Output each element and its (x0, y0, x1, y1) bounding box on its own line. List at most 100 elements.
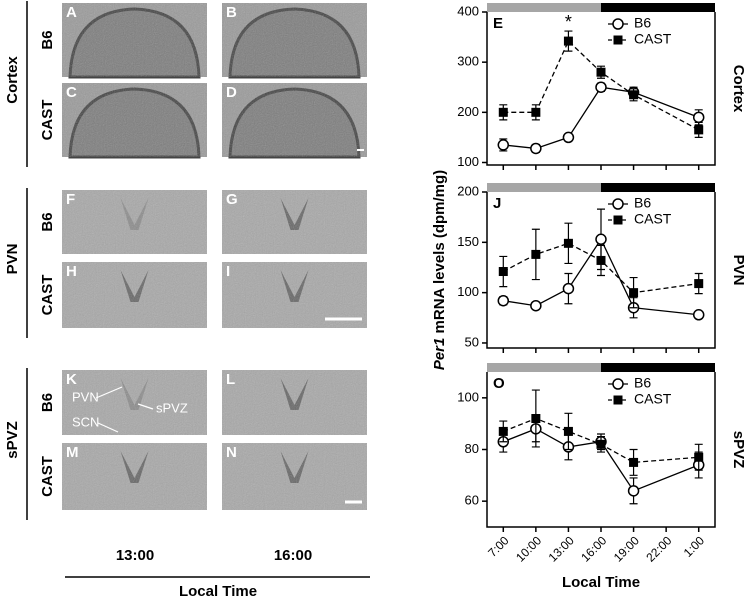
series-line (503, 428, 699, 492)
panel-letter: H (66, 263, 77, 280)
panel-letter: C (66, 84, 77, 101)
marker (596, 439, 606, 449)
image-noise (222, 262, 367, 328)
marker (497, 139, 510, 151)
series-line (503, 417, 699, 464)
series-line (503, 39, 700, 131)
y-tick-label: 100 (457, 154, 479, 169)
region-label: sPVZ (730, 431, 747, 469)
marker (498, 107, 508, 117)
marker (627, 485, 640, 497)
x-tick-label: 1:00 (681, 533, 708, 560)
dark-phase (601, 3, 715, 12)
panel-letter: M (66, 444, 79, 461)
marker (531, 107, 541, 117)
panel-letter: O (493, 375, 505, 392)
light-phase (487, 3, 601, 12)
panel-letter: B (226, 4, 237, 21)
marker (531, 414, 541, 423)
image-noise (222, 443, 367, 510)
annotation: * (565, 12, 572, 32)
image-noise (222, 83, 367, 157)
series-line (502, 242, 699, 294)
image-noise (62, 370, 207, 435)
image-noise (62, 3, 207, 77)
legend-marker (612, 378, 624, 390)
y-label-gene: Per1 (431, 338, 448, 371)
annotation-arrow (97, 422, 119, 433)
panel-letter: K (66, 371, 77, 388)
annotation-arrow (95, 386, 123, 399)
panel-letter: N (226, 444, 237, 461)
marker (530, 142, 542, 155)
image-annotation: sPVZ (156, 400, 188, 415)
y-tick-label: 200 (457, 183, 479, 198)
marker (595, 233, 607, 246)
series-line (503, 86, 699, 150)
y-axis-label: Per1 mRNA levels (dpm/mg) (431, 170, 448, 370)
x-tick-label: 13:00 (546, 533, 577, 564)
marker (595, 81, 607, 93)
x-tick-label: 16:00 (578, 533, 609, 564)
image-noise (62, 443, 207, 510)
panel-letter: F (66, 191, 75, 208)
x-tick-label: 10:00 (513, 533, 544, 564)
y-tick-label: 80 (465, 441, 479, 456)
strain-label: CAST (39, 275, 56, 316)
marker (531, 249, 541, 259)
y-tick-label: 300 (457, 54, 479, 69)
marker (530, 299, 542, 312)
region-label: sPVZ (4, 421, 21, 459)
legend-label: CAST (634, 31, 672, 47)
image-noise (222, 370, 367, 435)
marker (629, 90, 639, 100)
strain-label: B6 (39, 30, 56, 49)
y-tick-label: 400 (457, 3, 479, 18)
annotation-arrow (137, 403, 154, 410)
image-noise (222, 190, 367, 254)
marker (629, 288, 639, 298)
strain-label: B6 (39, 393, 56, 412)
image-noise (62, 83, 207, 157)
marker (694, 452, 704, 462)
light-phase (487, 183, 601, 192)
y-tick-label: 100 (457, 284, 479, 299)
marker (596, 255, 606, 265)
legend-label: CAST (634, 391, 672, 407)
strain-label: B6 (39, 212, 56, 231)
region-label: PVN (730, 255, 747, 286)
light-phase (487, 363, 601, 372)
marker (563, 238, 573, 248)
region-label: PVN (4, 244, 21, 275)
panel-letter: J (493, 195, 501, 212)
legend-label: B6 (634, 195, 651, 211)
image-noise (62, 262, 207, 328)
y-tick-label: 200 (457, 104, 479, 119)
marker (563, 36, 573, 46)
legend-marker (613, 215, 623, 225)
marker (596, 67, 606, 77)
marker (497, 294, 510, 307)
marker (629, 457, 639, 467)
panel-letter: E (493, 15, 503, 32)
panel-letter: D (226, 84, 237, 101)
strain-label: CAST (39, 100, 56, 141)
panel-letter: L (226, 371, 235, 388)
marker (498, 267, 508, 277)
region-label: Cortex (730, 65, 747, 113)
legend-marker (613, 395, 623, 405)
y-tick-label: 150 (457, 234, 479, 249)
marker (692, 111, 705, 124)
legend-marker (612, 198, 624, 210)
legend-label: B6 (634, 15, 651, 31)
x-tick-label: 7:00 (485, 533, 512, 560)
panel-letter: G (226, 191, 238, 208)
y-tick-label: 50 (465, 334, 479, 349)
marker (692, 309, 705, 321)
legend-label: CAST (634, 211, 672, 227)
panel-letter: I (226, 263, 230, 280)
time-label: 13:00 (116, 547, 154, 564)
x-tick-label: 19:00 (611, 533, 642, 564)
marker (498, 426, 508, 436)
